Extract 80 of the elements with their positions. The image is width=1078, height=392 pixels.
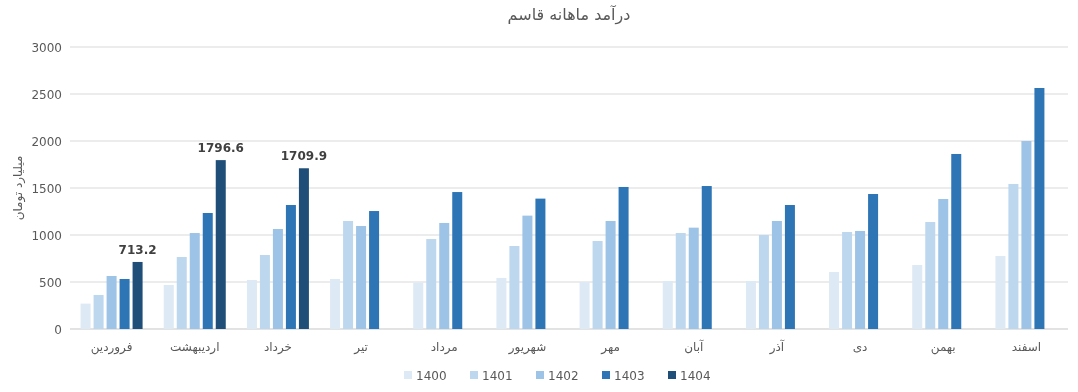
- bar: [259, 255, 270, 329]
- chart-title: درآمد ماهانه قاسم: [507, 5, 631, 25]
- bar: [356, 225, 367, 329]
- bar: [1034, 87, 1045, 329]
- bar: [369, 211, 380, 329]
- bar: [413, 282, 424, 329]
- bar: [176, 257, 187, 329]
- bar: [272, 228, 283, 329]
- bar: [132, 261, 143, 329]
- y-tick-label: 0: [54, 322, 62, 337]
- bar: [951, 153, 962, 329]
- bar: [701, 186, 712, 329]
- y-axis-title: میلیارد تومان: [11, 155, 26, 221]
- bar: [771, 220, 782, 329]
- x-tick-label: تیر: [353, 340, 368, 355]
- y-tick-label: 1500: [31, 181, 62, 196]
- legend-label: 1403: [614, 369, 645, 383]
- bar: [189, 233, 200, 329]
- bar: [784, 205, 795, 329]
- bar: [330, 278, 341, 329]
- bar: [842, 231, 853, 329]
- bar: [509, 246, 520, 329]
- legend-label: 1400: [416, 369, 447, 383]
- x-tick-label: بهمن: [930, 340, 956, 355]
- bar: [688, 227, 699, 329]
- x-tick-label: اسفند: [1011, 340, 1042, 354]
- x-tick-label: شهریور: [507, 340, 547, 355]
- bar: [868, 194, 879, 329]
- x-tick-label: خرداد: [263, 340, 292, 355]
- bar: [202, 213, 213, 329]
- bar: [452, 192, 463, 329]
- bar: [745, 280, 756, 329]
- y-tick-label: 2500: [31, 87, 62, 102]
- bar: [618, 186, 629, 329]
- data-label: 1796.6: [197, 141, 244, 156]
- bar: [925, 222, 936, 329]
- data-label: 1709.9: [280, 149, 328, 164]
- bar: [758, 235, 769, 329]
- bar: [439, 222, 450, 329]
- bar: [675, 233, 686, 329]
- bar: [912, 264, 923, 329]
- x-tick-label: اردیبهشت: [170, 340, 220, 355]
- bar: [938, 199, 949, 329]
- legend-label: 1402: [548, 369, 579, 383]
- bar: [579, 282, 590, 329]
- bar: [605, 220, 616, 329]
- x-tick-label: آبان: [684, 339, 704, 354]
- bar: [829, 272, 840, 329]
- bar: [298, 168, 309, 329]
- legend-label: 1401: [482, 369, 513, 383]
- x-tick-label: مهر: [600, 340, 620, 355]
- x-tick-label: مرداد: [430, 340, 458, 355]
- bar: [343, 220, 354, 329]
- bar: [662, 280, 673, 329]
- bar: [246, 280, 257, 329]
- bar: [1008, 183, 1019, 329]
- bar: [535, 198, 546, 329]
- bar: [426, 239, 437, 329]
- bar: [285, 205, 296, 329]
- bar: [995, 255, 1006, 329]
- x-tick-label: دی: [852, 340, 868, 354]
- bar: [80, 303, 91, 329]
- y-tick-label: 3000: [31, 40, 62, 55]
- bar: [855, 230, 866, 329]
- bar: [496, 277, 507, 329]
- x-tick-label: آذر: [768, 339, 785, 355]
- bar: [163, 285, 174, 329]
- bar: [119, 278, 130, 329]
- bar: [106, 275, 117, 329]
- data-label: 713.2: [118, 242, 157, 257]
- bar: [592, 241, 603, 329]
- y-tick-label: 500: [39, 275, 62, 290]
- bar: [93, 294, 104, 329]
- bar: [522, 215, 533, 329]
- bar: [215, 160, 226, 329]
- y-tick-label: 2000: [31, 134, 62, 149]
- x-tick-label: فروردین: [90, 340, 133, 355]
- y-tick-label: 1000: [31, 228, 62, 243]
- bar: [1021, 141, 1032, 329]
- legend-label: 1404: [680, 369, 711, 383]
